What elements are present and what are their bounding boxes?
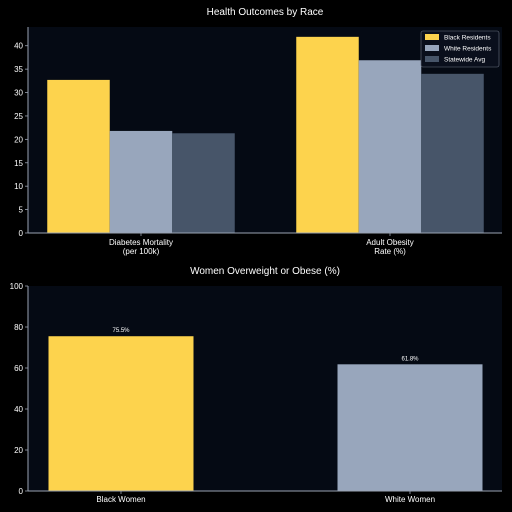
y-tick-label: 60 bbox=[14, 364, 23, 373]
legend: Black Residents White Residents Statewid… bbox=[420, 30, 500, 68]
y-tick-label: 5 bbox=[19, 206, 24, 215]
y-axis-ticks: 0 20 40 60 80 100 bbox=[10, 282, 28, 496]
bar bbox=[421, 73, 484, 234]
x-tick-label: Diabetes Mortality bbox=[109, 238, 173, 247]
chart-title: Health Outcomes by Race bbox=[207, 7, 324, 18]
y-tick-label: 30 bbox=[14, 89, 23, 98]
x-tick-label: (per 100k) bbox=[123, 247, 160, 256]
x-axis-labels: Black Women White Women bbox=[96, 491, 435, 504]
legend-label: Statewide Avg bbox=[444, 57, 485, 64]
legend-entry: Black Residents bbox=[425, 34, 491, 42]
legend-label: White Residents bbox=[444, 46, 492, 53]
y-tick-label: 20 bbox=[14, 446, 23, 455]
y-tick-label: 0 bbox=[19, 229, 24, 238]
bar bbox=[296, 36, 359, 233]
bar bbox=[358, 60, 422, 234]
x-tick-label: Adult Obesity bbox=[366, 238, 414, 247]
x-tick-label: Rate (%) bbox=[374, 247, 406, 256]
bar bbox=[47, 79, 110, 234]
data-label: 75.5% bbox=[112, 328, 130, 334]
health-outcomes-chart: Health Outcomes by Race 0 5 10 15 20 25 30 35 40… bbox=[14, 7, 502, 256]
data-label: 61.8% bbox=[401, 356, 419, 362]
y-tick-label: 80 bbox=[14, 323, 23, 332]
legend-label: Black Residents bbox=[444, 35, 491, 42]
legend-swatch bbox=[425, 56, 439, 62]
y-tick-label: 0 bbox=[19, 487, 24, 496]
bar bbox=[48, 336, 194, 491]
y-tick-label: 100 bbox=[10, 282, 24, 291]
women-overweight-chart: Women Overweight or Obese (%) 0 20 40 60 80 1… bbox=[10, 266, 502, 504]
y-tick-label: 10 bbox=[14, 182, 23, 191]
y-tick-label: 40 bbox=[14, 405, 23, 414]
legend-swatch bbox=[425, 34, 439, 40]
bar-series bbox=[47, 36, 484, 234]
chart-title: Women Overweight or Obese (%) bbox=[190, 266, 340, 277]
legend-entry: Statewide Avg bbox=[425, 56, 485, 64]
legend-entry: White Residents bbox=[425, 45, 492, 53]
y-axis-ticks: 0 5 10 15 20 25 30 35 40 bbox=[14, 42, 28, 238]
legend-swatch bbox=[425, 45, 439, 51]
x-axis-labels: Diabetes Mortality(per 100k) Adult Obesit… bbox=[109, 233, 414, 256]
y-tick-label: 40 bbox=[14, 42, 23, 51]
y-tick-label: 25 bbox=[14, 112, 23, 121]
y-tick-label: 20 bbox=[14, 135, 23, 144]
y-tick-label: 35 bbox=[14, 65, 23, 74]
bar bbox=[172, 133, 235, 233]
y-tick-label: 15 bbox=[14, 159, 23, 168]
x-tick-label: White Women bbox=[385, 495, 435, 504]
legend-box bbox=[420, 30, 500, 68]
bar bbox=[337, 364, 483, 491]
x-tick-label: Black Women bbox=[96, 495, 145, 504]
bar bbox=[109, 130, 173, 233]
bar-series: 75.5% 61.8% bbox=[48, 328, 483, 491]
